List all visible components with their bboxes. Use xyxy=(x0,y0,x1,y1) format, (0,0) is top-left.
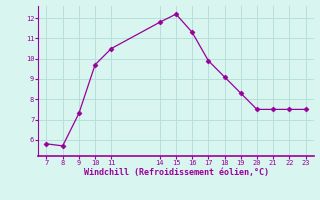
X-axis label: Windchill (Refroidissement éolien,°C): Windchill (Refroidissement éolien,°C) xyxy=(84,168,268,177)
